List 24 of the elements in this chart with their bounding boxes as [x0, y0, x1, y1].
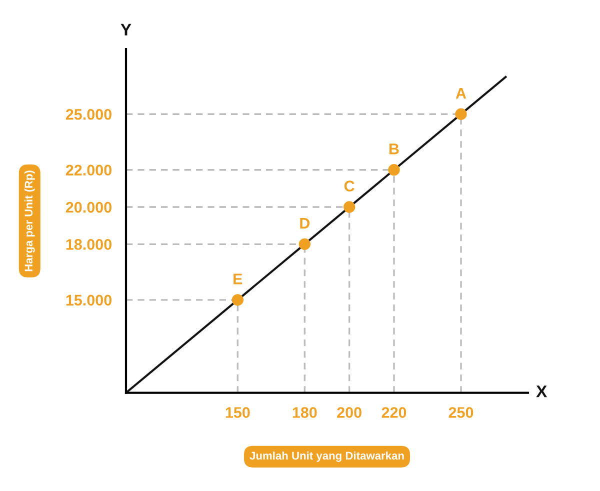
annotation: E [234, 274, 242, 284]
annotation: D [300, 218, 310, 229]
point [388, 164, 400, 176]
point [343, 201, 356, 213]
point [455, 108, 467, 120]
y-tick-label: 15.000 [66, 294, 112, 306]
y-tick-label: 22.000 [66, 164, 112, 176]
y-tick-label: 18.000 [66, 239, 112, 250]
x-axis-title: Jumlah Unit yang Ditawarkan [250, 451, 404, 462]
x-tick-label: 150 [226, 407, 250, 418]
x-tick-label: 250 [448, 407, 474, 418]
x-tick-label: 200 [337, 407, 362, 418]
x-tick-label: 180 [292, 407, 317, 418]
point [232, 294, 244, 306]
annotation: C [344, 180, 354, 192]
annotation: A [456, 88, 466, 98]
y-axis-title: Harga per Unit (Rp) [24, 170, 35, 272]
annotation: B [390, 144, 399, 154]
text: X [536, 386, 548, 398]
text: Y [120, 24, 132, 36]
y-tick-label: 25.000 [66, 108, 112, 120]
y-tick-label: 20.000 [66, 202, 112, 213]
x-tick-label: 220 [382, 407, 406, 418]
point [298, 238, 311, 250]
